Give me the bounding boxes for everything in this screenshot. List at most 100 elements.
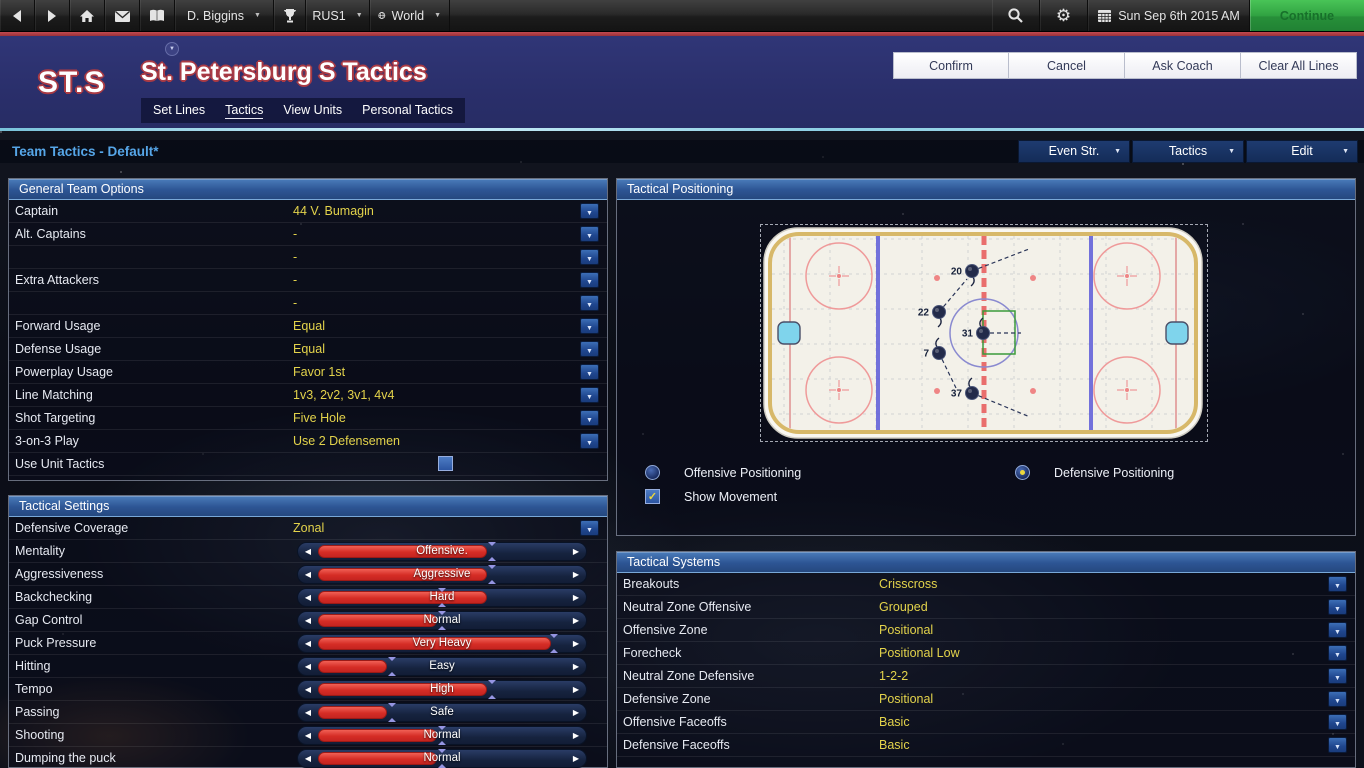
dropdown-button[interactable]: ▼ <box>580 341 599 357</box>
dropdown-button[interactable]: ▼ <box>1328 737 1347 753</box>
gap-control-slider[interactable]: ◀ ▶ Normal <box>297 611 587 630</box>
dropdown-button[interactable]: ▼ <box>1328 599 1347 615</box>
dropdown-button[interactable]: ▼ <box>580 387 599 403</box>
slider-left-arrow[interactable]: ◀ <box>304 708 312 717</box>
settings-button[interactable]: ⚙ <box>1040 0 1088 31</box>
slider-right-arrow[interactable]: ▶ <box>572 570 580 579</box>
dropdown-button[interactable]: ▼ <box>580 410 599 426</box>
date-button[interactable]: Sun Sep 6th 2015 AM <box>1088 0 1250 31</box>
puck-pressure-slider[interactable]: ◀ ▶ Very Heavy <box>297 634 587 653</box>
tab-set-lines[interactable]: Set Lines <box>153 103 206 117</box>
mentality-slider[interactable]: ◀ ▶ Offensive. <box>297 542 587 561</box>
world-dropdown[interactable]: World ▼ <box>370 0 450 31</box>
dropdown-button[interactable]: ▼ <box>580 364 599 380</box>
league-dropdown[interactable]: RUS1 ▼ <box>306 0 370 31</box>
row-defensive-zone: Defensive Zone Positional ▼ <box>617 688 1355 711</box>
home-icon <box>80 9 94 22</box>
show-movement-checkbox[interactable]: ✓ <box>645 489 660 504</box>
tactics-dropdown[interactable]: Tactics ▼ <box>1132 140 1244 163</box>
confirm-button[interactable]: Confirm <box>893 52 1009 79</box>
cancel-button[interactable]: Cancel <box>1009 52 1125 79</box>
dropdown-button[interactable]: ▼ <box>580 249 599 265</box>
defensive-positioning-radio[interactable] <box>1015 465 1030 480</box>
even-str-dropdown[interactable]: Even Str. ▼ <box>1018 140 1130 163</box>
clear-all-lines-button[interactable]: Clear All Lines <box>1241 52 1357 79</box>
slider-value: Hard <box>429 591 455 603</box>
dropdown-button[interactable]: ▼ <box>580 272 599 288</box>
slider-value: Easy <box>429 660 455 672</box>
chevron-down-icon: ▼ <box>1334 652 1341 659</box>
dropdown-button[interactable]: ▼ <box>1328 645 1347 661</box>
edit-dropdown[interactable]: Edit ▼ <box>1246 140 1358 163</box>
dropdown-button[interactable]: ▼ <box>1328 622 1347 638</box>
search-button[interactable] <box>992 0 1040 31</box>
row-value: - <box>293 296 298 310</box>
dropdown-button[interactable]: ▼ <box>580 295 599 311</box>
row-value: 1v3, 2v2, 3v1, 4v4 <box>293 388 395 402</box>
slider-right-arrow[interactable]: ▶ <box>572 547 580 556</box>
news-button[interactable] <box>140 0 175 31</box>
dropdown-button[interactable]: ▼ <box>580 433 599 449</box>
manager-dropdown[interactable]: D. Biggins ▼ <box>175 0 274 31</box>
dropdown-button[interactable]: ▼ <box>1328 691 1347 707</box>
slider-left-arrow[interactable]: ◀ <box>304 547 312 556</box>
passing-slider[interactable]: ◀ ▶ Safe <box>297 703 587 722</box>
slider-value: Offensive. <box>416 545 468 557</box>
ask-coach-button[interactable]: Ask Coach <box>1125 52 1241 79</box>
use-unit-tactics-checkbox[interactable] <box>438 456 453 471</box>
slider-left-arrow[interactable]: ◀ <box>304 616 312 625</box>
chevron-down-icon: ▼ <box>586 233 593 240</box>
dropdown-button[interactable]: ▼ <box>1328 668 1347 684</box>
chevron-down-icon: ▼ <box>586 394 593 401</box>
back-button[interactable] <box>0 0 35 31</box>
slider-right-arrow[interactable]: ▶ <box>572 731 580 740</box>
player-dot-highlight <box>935 349 939 353</box>
slider-left-arrow[interactable]: ◀ <box>304 754 312 763</box>
slider-left-arrow[interactable]: ◀ <box>304 662 312 671</box>
player-dot[interactable] <box>965 386 979 400</box>
dropdown-button[interactable]: ▼ <box>580 318 599 334</box>
forward-button[interactable] <box>35 0 70 31</box>
continue-button[interactable]: Continue <box>1250 0 1364 31</box>
hitting-slider[interactable]: ◀ ▶ Easy <box>297 657 587 676</box>
row-label: Defensive Coverage <box>15 521 129 535</box>
dropdown-button[interactable]: ▼ <box>580 226 599 242</box>
slider-left-arrow[interactable]: ◀ <box>304 731 312 740</box>
slider-right-arrow[interactable]: ▶ <box>572 685 580 694</box>
slider-right-arrow[interactable]: ▶ <box>572 708 580 717</box>
player-dot[interactable] <box>932 346 946 360</box>
slider-right-arrow[interactable]: ▶ <box>572 616 580 625</box>
slider-left-arrow[interactable]: ◀ <box>304 593 312 602</box>
collapse-header-button[interactable]: ▼ <box>165 42 179 56</box>
slider-right-arrow[interactable]: ▶ <box>572 593 580 602</box>
competition-button[interactable] <box>274 0 306 31</box>
dropdown-button[interactable]: ▼ <box>1328 576 1347 592</box>
backchecking-slider[interactable]: ◀ ▶ Hard <box>297 588 587 607</box>
slider-right-arrow[interactable]: ▶ <box>572 754 580 763</box>
offensive-positioning-radio[interactable] <box>645 465 660 480</box>
dumping-the-puck-slider[interactable]: ◀ ▶ Normal <box>297 749 587 768</box>
tab-view-units[interactable]: View Units <box>283 103 343 117</box>
row-value: Positional Low <box>879 646 960 660</box>
aggressiveness-slider[interactable]: ◀ ▶ Aggressive <box>297 565 587 584</box>
tab-tactics[interactable]: Tactics <box>225 102 264 119</box>
tempo-slider[interactable]: ◀ ▶ High <box>297 680 587 699</box>
gear-icon: ⚙ <box>1055 6 1072 25</box>
dropdown-button[interactable]: ▼ <box>580 520 599 536</box>
slider-left-arrow[interactable]: ◀ <box>304 639 312 648</box>
player-dot[interactable] <box>932 305 946 319</box>
player-dot-highlight <box>968 389 972 393</box>
player-dot[interactable] <box>976 326 990 340</box>
home-button[interactable] <box>70 0 105 31</box>
slider-right-arrow[interactable]: ▶ <box>572 639 580 648</box>
tab-personal-tactics[interactable]: Personal Tactics <box>362 103 453 117</box>
slider-right-arrow[interactable]: ▶ <box>572 662 580 671</box>
slider-left-arrow[interactable]: ◀ <box>304 685 312 694</box>
inbox-button[interactable] <box>105 0 140 31</box>
dropdown-button[interactable]: ▼ <box>580 203 599 219</box>
dropdown-button[interactable]: ▼ <box>1328 714 1347 730</box>
shooting-slider[interactable]: ◀ ▶ Normal <box>297 726 587 745</box>
player-dot[interactable] <box>965 264 979 278</box>
chevron-down-icon: ▼ <box>1334 744 1341 751</box>
slider-left-arrow[interactable]: ◀ <box>304 570 312 579</box>
